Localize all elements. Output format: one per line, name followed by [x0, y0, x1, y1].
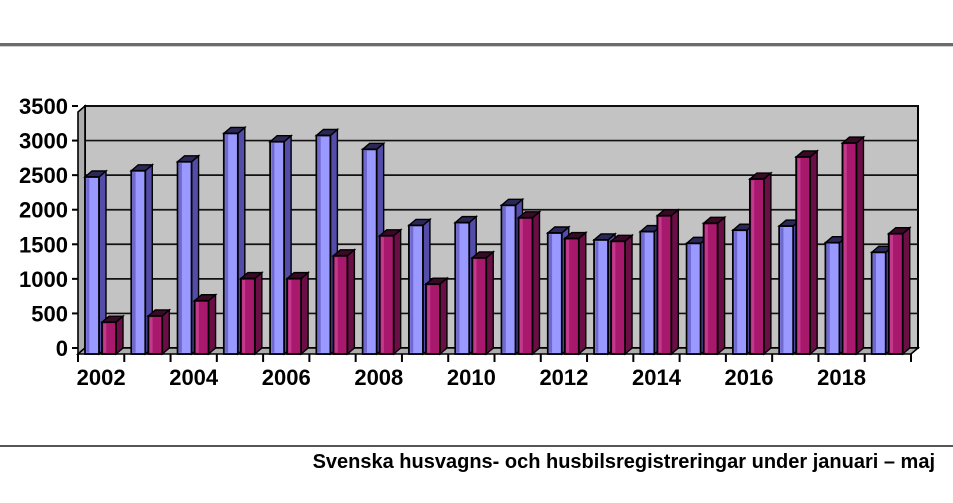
- y-tick-label: 2500: [19, 163, 68, 188]
- bar-husbilar-2015-side: [716, 215, 726, 356]
- bar-husvagnar-2006-shade: [271, 143, 275, 353]
- y-tick-label: 1500: [19, 232, 68, 257]
- bar-husvagnar-2018-shade: [826, 243, 830, 353]
- bar-husbilar-2004-side: [207, 293, 217, 356]
- bar-husbilar-2013-side: [624, 233, 633, 356]
- bar-husbilar-2018-shade: [843, 144, 847, 353]
- bar-husbilar-2007-shade: [334, 257, 338, 353]
- x-tick-label: 2006: [262, 365, 311, 390]
- bar-husbilar-2010-shade: [473, 259, 477, 353]
- bar-husvagnar-2008-shade: [363, 150, 367, 353]
- x-tick-label: 2014: [632, 365, 682, 390]
- bar-husbilar-2010-side: [485, 250, 494, 356]
- bar-husbilar-2008-shade: [380, 237, 384, 353]
- caption-divider: [0, 445, 953, 447]
- bar-husbilar-2006-side: [300, 271, 309, 356]
- bar-husbilar-2011-shade: [519, 219, 523, 353]
- bar-husbilar-2003-shade: [149, 317, 153, 353]
- bar-husvagnar-2002-shade: [86, 178, 90, 353]
- x-tick-label: 2010: [447, 365, 496, 390]
- bar-husbilar-2007-side: [346, 248, 356, 356]
- bar-husvagnar-2012-shade: [549, 234, 553, 353]
- bar-husbilar-2012-side: [578, 231, 587, 356]
- bar-husvagnar-2019-shade: [873, 253, 877, 353]
- y-tick-label: 500: [31, 301, 68, 326]
- bar-husvagnar-2010-shade: [456, 223, 460, 353]
- x-tick-label: 2018: [817, 365, 866, 390]
- bar-husbilar-2018-side: [855, 135, 865, 356]
- bar-husvagnar-2003-shade: [132, 172, 136, 353]
- bar-husbilar-2016-shade: [751, 180, 755, 353]
- y-tick-label: 3000: [19, 129, 68, 154]
- bar-husbilar-2019-side: [902, 226, 911, 356]
- bar-husvagnar-2005-shade: [225, 134, 229, 353]
- bar-husbilar-2019-shade: [890, 234, 894, 353]
- bar-husbilar-2011-side: [531, 210, 541, 356]
- bar-husbilar-2005-side: [254, 271, 263, 356]
- bar-husbilar-2008-side: [392, 228, 402, 356]
- left-wall: [77, 104, 86, 356]
- bar-husbilar-2015-shade: [704, 224, 708, 353]
- bar-husbilar-2003-side: [161, 308, 170, 356]
- bar-husvagnar-2017-shade: [780, 227, 784, 353]
- bar-husvagnar-2015-shade: [687, 244, 691, 353]
- y-tick-label: 3500: [19, 94, 68, 119]
- bar-husbilar-2009-side: [439, 276, 448, 356]
- bar-husbilar-2009-shade: [427, 285, 431, 353]
- x-tick-label: 2012: [539, 365, 588, 390]
- x-tick-label: 2002: [77, 365, 126, 390]
- bar-husbilar-2013-shade: [612, 242, 616, 353]
- x-tick-label: 2008: [354, 365, 403, 390]
- y-tick-label: 2000: [19, 198, 68, 223]
- x-tick-label: 2004: [169, 365, 219, 390]
- bar-husbilar-2004-shade: [195, 302, 199, 353]
- y-tick-label: 0: [56, 336, 68, 361]
- bar-husbilar-2016-side: [763, 171, 772, 356]
- y-tick-label: 1000: [19, 267, 68, 292]
- chart-caption: Svenska husvagns- och husbilsregistrerin…: [312, 451, 935, 473]
- bar-husbilar-2006-shade: [288, 279, 292, 353]
- top-divider: [0, 43, 953, 47]
- x-tick-label: 2016: [725, 365, 774, 390]
- bar-husvagnar-2009-shade: [410, 226, 414, 353]
- bar-husbilar-2014-shade: [658, 217, 662, 353]
- bar-husbilar-2017-side: [809, 149, 818, 356]
- bar-husbilar-2017-shade: [797, 158, 801, 353]
- registrations-chart-figure: 0 500 1000 1500 2000 2500 3000 3500 2002 2004 2006…: [0, 60, 953, 420]
- bar-husvagnar-2004-shade: [178, 163, 182, 353]
- bar-husbilar-2005-shade: [242, 279, 246, 353]
- bar-husbilar-2014-side: [670, 208, 680, 356]
- bar-husvagnar-2013-shade: [595, 241, 599, 353]
- bar-husbilar-2002-shade: [103, 323, 107, 353]
- bar-chart: 0 500 1000 1500 2000 2500 3000 3500 2002 2004 2006…: [19, 94, 921, 390]
- bar-husvagnar-2016-shade: [734, 231, 738, 353]
- bar-husvagnar-2007-shade: [317, 136, 321, 353]
- bar-husvagnar-2014-shade: [641, 232, 645, 353]
- bar-husvagnar-2011-shade: [502, 206, 506, 353]
- bar-husbilar-2012-shade: [566, 239, 570, 353]
